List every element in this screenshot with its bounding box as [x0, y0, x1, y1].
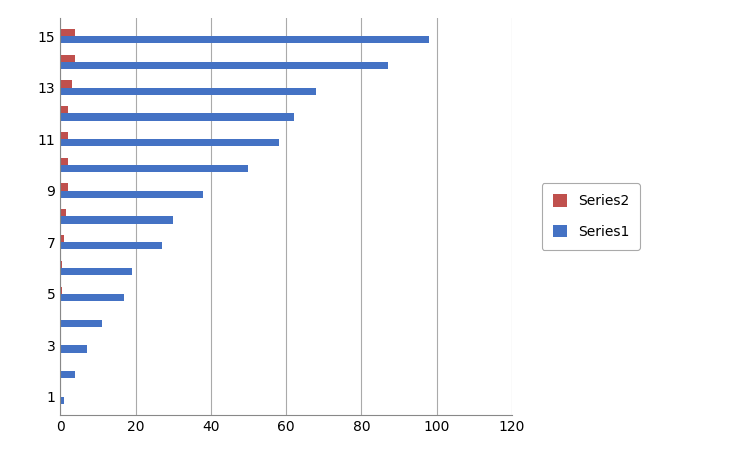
- Bar: [60, 261, 62, 268]
- Bar: [60, 294, 124, 301]
- Bar: [60, 216, 173, 224]
- Bar: [60, 209, 66, 216]
- Bar: [60, 62, 388, 69]
- Bar: [60, 397, 64, 404]
- Bar: [60, 106, 68, 113]
- Bar: [60, 113, 294, 120]
- Bar: [60, 165, 248, 172]
- Bar: [60, 191, 203, 198]
- Legend: Series2, Series1: Series2, Series1: [541, 183, 640, 250]
- Bar: [60, 29, 75, 36]
- Bar: [60, 235, 64, 242]
- Bar: [60, 242, 162, 249]
- Bar: [60, 320, 102, 327]
- Bar: [60, 158, 68, 165]
- Bar: [60, 371, 75, 378]
- Bar: [60, 36, 429, 43]
- Bar: [60, 345, 87, 353]
- Bar: [60, 132, 68, 139]
- Bar: [60, 87, 316, 95]
- Bar: [60, 55, 75, 62]
- Bar: [60, 184, 68, 191]
- Bar: [60, 268, 132, 275]
- Bar: [60, 139, 279, 147]
- Bar: [60, 286, 62, 294]
- Bar: [60, 80, 72, 87]
